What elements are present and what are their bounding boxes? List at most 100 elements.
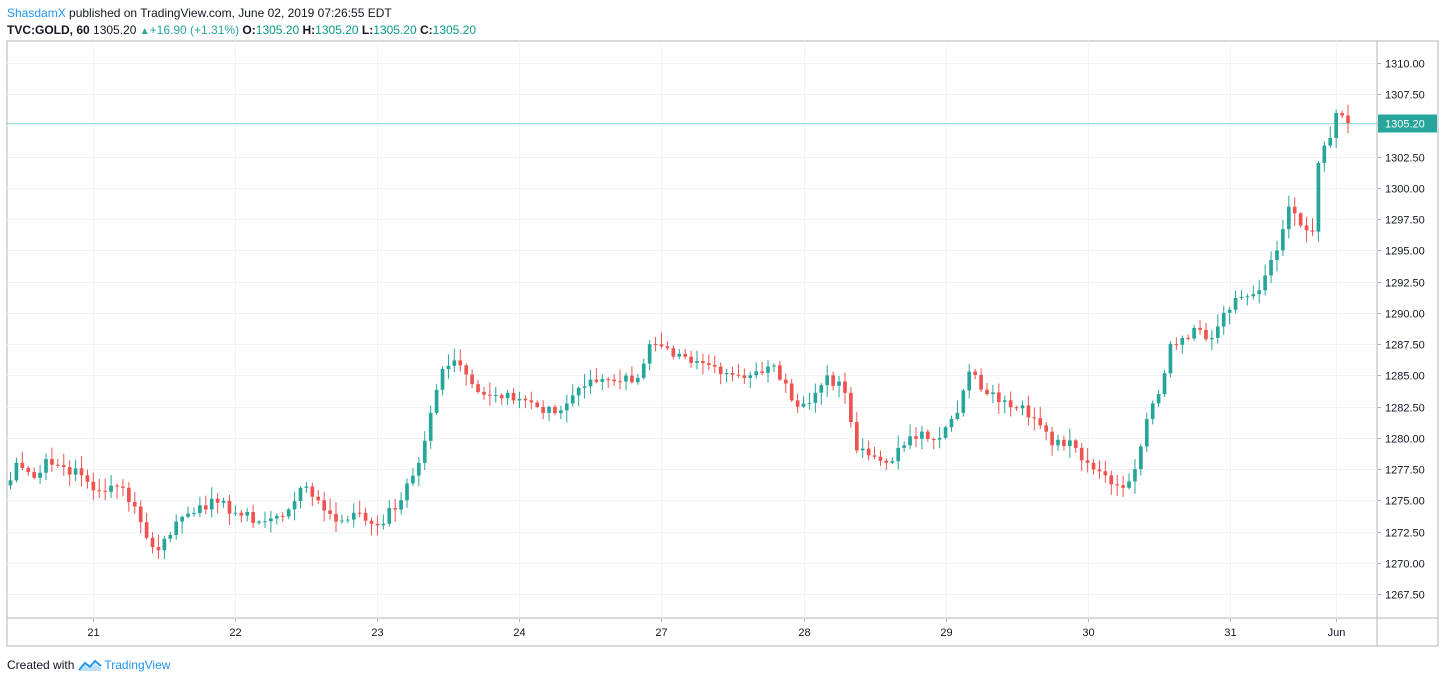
candle-down	[689, 356, 693, 363]
x-tick-label: 27	[655, 627, 667, 639]
x-tick-label: 22	[229, 627, 241, 639]
candle-down	[1091, 462, 1096, 470]
candle-down	[760, 371, 764, 373]
candle-down	[523, 398, 528, 401]
candle-down	[322, 500, 326, 511]
candle-up	[1251, 294, 1256, 297]
candle-up	[168, 534, 173, 539]
candle-down	[50, 459, 54, 465]
y-tick-label: 1267.50	[1385, 590, 1425, 602]
candle-up	[345, 519, 350, 521]
candle-up	[967, 371, 972, 391]
candle-up	[493, 395, 498, 397]
candle-down	[1340, 112, 1344, 116]
candle-down	[251, 512, 255, 523]
candle-down	[973, 371, 977, 375]
published-text: published on TradingView.com, June 02, 2…	[65, 6, 392, 20]
candle-up	[860, 448, 865, 451]
last-price-badge	[1378, 114, 1437, 133]
candle-down	[1014, 407, 1019, 409]
candle-down	[707, 363, 711, 366]
candle-down	[499, 395, 504, 399]
y-tick-label: 1295.00	[1385, 246, 1425, 258]
candle-down	[476, 384, 480, 392]
candle-up	[1127, 481, 1131, 488]
y-tick-label: 1307.50	[1385, 90, 1425, 102]
candle-up	[641, 363, 646, 378]
x-tick-label: 28	[798, 627, 810, 639]
candle-up	[304, 486, 309, 488]
candle-up	[1133, 469, 1137, 482]
candle-up	[1002, 400, 1007, 402]
y-tick-label: 1310.00	[1385, 59, 1425, 71]
candle-down	[712, 365, 717, 367]
candle-up	[1269, 260, 1273, 276]
candle-up	[1144, 419, 1149, 447]
candle-up	[961, 390, 966, 413]
candle-up	[1239, 296, 1244, 298]
candle-up	[292, 501, 297, 510]
candle-up	[505, 392, 510, 399]
y-tick-label: 1277.50	[1385, 465, 1425, 477]
last-price: 1305.20	[93, 23, 137, 37]
open-label: O:	[242, 23, 256, 37]
candle-down	[91, 481, 96, 491]
candle-down	[127, 487, 131, 502]
candle-down	[653, 344, 658, 346]
candle-down	[85, 475, 90, 482]
candle-down	[1026, 405, 1031, 418]
candle-up	[387, 507, 392, 524]
candle-up	[837, 381, 841, 386]
candle-up	[109, 485, 113, 492]
candle-up	[1257, 290, 1262, 295]
candle-down	[150, 537, 155, 548]
candle-down	[1062, 439, 1066, 446]
candle-down	[1044, 425, 1049, 432]
open-value: 1305.20	[255, 23, 300, 37]
candle-down	[1032, 417, 1037, 419]
candle-down	[215, 498, 220, 503]
candle-up	[257, 521, 261, 523]
x-tick-label: 31	[1224, 627, 1236, 639]
candle-up	[1233, 297, 1238, 310]
candle-down	[1109, 475, 1114, 485]
y-tick-label: 1270.00	[1385, 559, 1425, 571]
candle-up	[198, 505, 202, 513]
candle-up	[8, 480, 13, 486]
candle-down	[1085, 460, 1090, 463]
candle-down	[884, 460, 889, 463]
candle-down	[783, 379, 788, 384]
candle-up	[677, 353, 682, 357]
candle-down	[334, 513, 338, 522]
candle-up	[1180, 337, 1185, 345]
candle-down	[730, 372, 735, 375]
candle-up	[1334, 112, 1338, 138]
candle-up	[825, 375, 830, 386]
candle-up	[766, 366, 770, 373]
candle-up	[1221, 312, 1226, 327]
candle-down	[121, 486, 125, 488]
candle-down	[736, 374, 741, 376]
candle-up	[174, 521, 179, 535]
close-label: C:	[419, 23, 433, 37]
candle-down	[458, 360, 463, 366]
candle-up	[38, 472, 42, 478]
candle-down	[872, 455, 877, 457]
candle-up	[1227, 309, 1232, 313]
candle-down	[925, 431, 930, 440]
candle-up	[298, 487, 303, 502]
candle-up	[570, 395, 575, 404]
candle-down	[203, 505, 208, 510]
y-tick-label: 1282.50	[1385, 403, 1425, 415]
candle-up	[588, 379, 593, 387]
y-tick-label: 1280.00	[1385, 434, 1425, 446]
tradingview-brand-link[interactable]: TradingView	[104, 658, 171, 672]
candle-up	[180, 516, 184, 522]
author-name[interactable]: ShasdamX	[7, 6, 66, 20]
candle-down	[1292, 206, 1297, 214]
candle-down	[61, 465, 66, 468]
y-tick-label: 1272.50	[1385, 528, 1425, 540]
candle-down	[357, 512, 362, 514]
candle-up	[1192, 327, 1196, 339]
